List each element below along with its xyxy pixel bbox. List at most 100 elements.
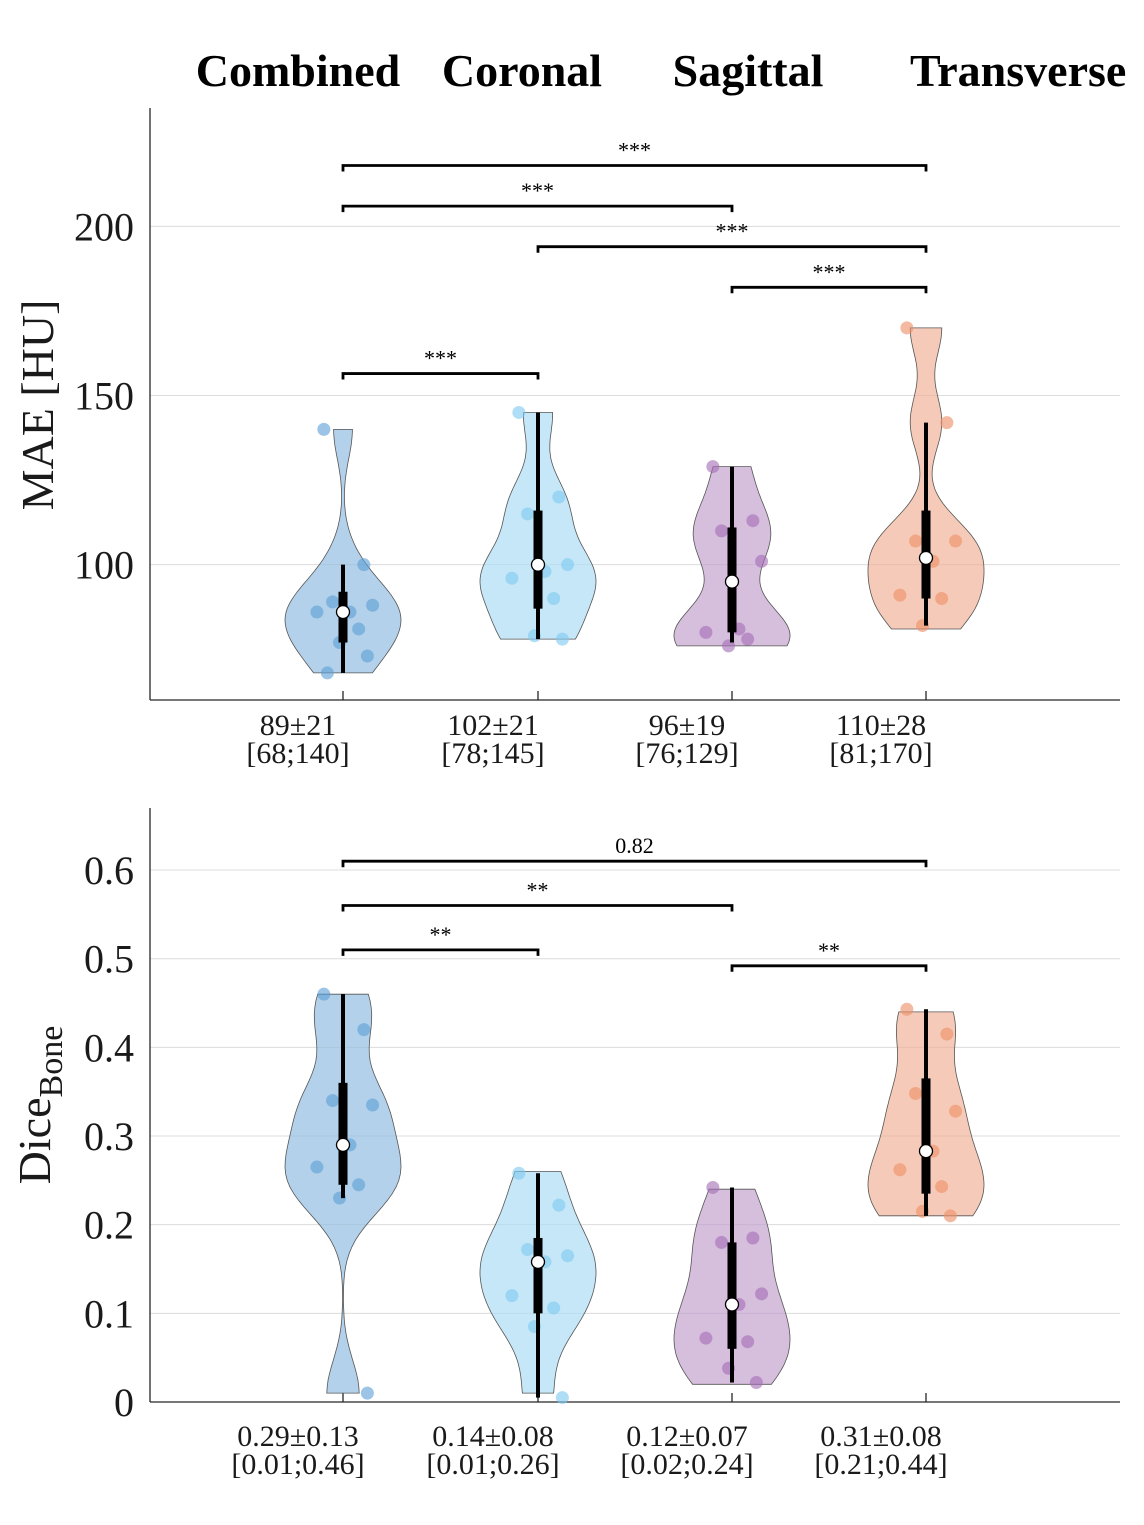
stat-range: [78;145] xyxy=(441,737,544,770)
significance-bracket xyxy=(341,204,734,213)
group-headers: Combined Coronal Sagittal Transverse xyxy=(196,45,1127,96)
y-tick-label: 0 xyxy=(114,1380,134,1425)
data-point xyxy=(552,1198,566,1212)
data-point xyxy=(909,534,923,548)
data-point xyxy=(900,321,914,335)
data-point xyxy=(360,649,374,663)
data-point xyxy=(893,588,907,602)
data-point xyxy=(366,598,380,612)
data-point xyxy=(755,554,769,568)
data-point xyxy=(909,1086,923,1100)
median-marker xyxy=(335,1137,351,1153)
data-point xyxy=(935,592,949,606)
data-point xyxy=(749,1375,763,1389)
data-point xyxy=(940,1027,954,1041)
data-point xyxy=(746,1231,760,1245)
data-point xyxy=(521,1243,535,1257)
dice-y-axis-label: DiceBone xyxy=(9,1026,70,1185)
data-point xyxy=(722,639,736,653)
stat-mean-sd: 96±19 xyxy=(649,709,725,742)
data-point xyxy=(699,1331,713,1345)
data-point xyxy=(949,534,963,548)
iqr-box xyxy=(921,1078,931,1194)
y-tick-label: 0.2 xyxy=(84,1203,134,1248)
data-point xyxy=(310,605,324,619)
stat-mean-sd: 0.12±0.07 xyxy=(626,1420,747,1453)
data-point xyxy=(521,507,535,521)
median-marker xyxy=(724,1297,740,1312)
stat-range: [81;170] xyxy=(829,737,932,770)
iqr-box xyxy=(338,1082,348,1185)
data-point xyxy=(949,1104,963,1118)
data-point xyxy=(360,1386,374,1400)
data-point xyxy=(943,1209,957,1223)
significance-label: ** xyxy=(527,878,549,903)
median-marker xyxy=(918,1143,934,1159)
data-point xyxy=(357,558,371,572)
iqr-box xyxy=(727,1242,737,1349)
significance-bracket xyxy=(341,904,734,912)
significance-bracket xyxy=(341,948,540,956)
median-marker xyxy=(530,1254,546,1270)
mae-violin-panel: 100 150 200 89±21[68;140] 102±21[78;145] 96±1… xyxy=(74,108,1120,770)
dice-violin-panel: 0 0.1 0.2 0.3 0.4 0.5 0.6 0.29±0.13[0.01;0.46] 0… xyxy=(84,808,1120,1481)
significance-label: ** xyxy=(818,938,840,963)
stat-range: [76;129] xyxy=(635,737,738,770)
stat-range: [0.01;0.26] xyxy=(426,1448,559,1481)
significance-label: 0.82 xyxy=(615,833,654,858)
data-point xyxy=(326,1094,340,1108)
data-point xyxy=(310,1160,324,1174)
data-point xyxy=(317,987,331,1001)
data-point xyxy=(561,558,575,572)
significance-label: ** xyxy=(430,922,452,947)
data-point xyxy=(935,1180,949,1194)
data-point xyxy=(352,1178,366,1192)
data-point xyxy=(320,666,334,680)
data-point xyxy=(900,1002,914,1016)
significance-bracket xyxy=(730,285,928,294)
y-tick-label: 100 xyxy=(74,543,134,588)
data-point xyxy=(512,405,526,419)
median-marker xyxy=(530,557,546,572)
data-point xyxy=(326,595,340,609)
y-tick-label: 0.5 xyxy=(84,937,134,982)
median-marker xyxy=(724,574,740,589)
stat-range: [0.21;0.44] xyxy=(814,1448,947,1481)
stat-mean-sd: 0.14±0.08 xyxy=(432,1420,553,1453)
y-tick-label: 0.1 xyxy=(84,1291,134,1336)
stat-mean-sd: 0.29±0.13 xyxy=(237,1420,358,1453)
data-point xyxy=(699,625,713,639)
data-point xyxy=(505,1289,519,1303)
significance-label: *** xyxy=(424,346,457,371)
stat-range: [0.02;0.24] xyxy=(620,1448,753,1481)
data-point xyxy=(552,490,566,504)
y-tick-label: 0.4 xyxy=(84,1025,134,1070)
y-tick-label: 150 xyxy=(74,374,134,419)
data-point xyxy=(893,1163,907,1177)
data-point xyxy=(357,1023,371,1037)
median-marker xyxy=(918,550,934,566)
iqr-box xyxy=(533,1237,543,1314)
dice-label-subscript: Bone xyxy=(33,1026,70,1098)
median-marker xyxy=(335,604,351,620)
stat-mean-sd: 102±21 xyxy=(447,709,538,742)
significance-bracket xyxy=(341,859,928,868)
stat-range: [0.01;0.46] xyxy=(231,1448,364,1481)
significance-label: *** xyxy=(716,219,749,244)
stat-mean-sd: 110±28 xyxy=(836,709,926,742)
data-point xyxy=(755,1287,769,1301)
data-point xyxy=(555,632,569,646)
stat-range: [68;140] xyxy=(246,737,349,770)
significance-bracket xyxy=(341,164,928,172)
stat-mean-sd: 0.31±0.08 xyxy=(820,1420,941,1453)
data-point xyxy=(715,1235,729,1249)
data-point xyxy=(555,1391,569,1405)
y-tick-label: 0.3 xyxy=(84,1114,134,1159)
data-point xyxy=(317,422,331,436)
header-combined: Combined xyxy=(196,45,401,96)
data-point xyxy=(741,632,755,646)
significance-label: *** xyxy=(813,259,846,284)
y-tick-label: 200 xyxy=(74,204,134,249)
significance-bracket xyxy=(536,245,928,253)
data-point xyxy=(547,1301,561,1315)
